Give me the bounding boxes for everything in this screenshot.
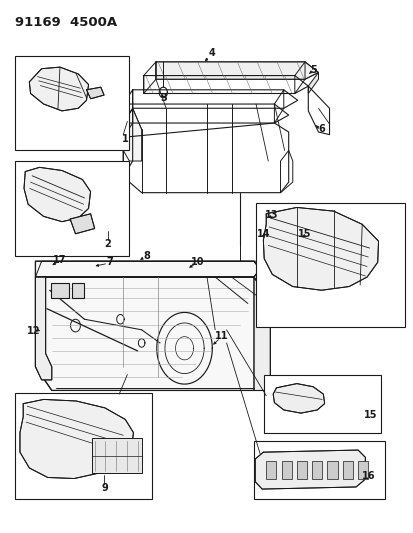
Text: 3: 3 bbox=[159, 93, 166, 103]
Polygon shape bbox=[70, 214, 95, 234]
Text: 2: 2 bbox=[104, 239, 111, 249]
Polygon shape bbox=[357, 461, 368, 479]
Text: 10: 10 bbox=[191, 257, 204, 267]
Bar bbox=[51, 284, 69, 298]
Text: 91169  4500A: 91169 4500A bbox=[15, 16, 117, 29]
Text: 17: 17 bbox=[53, 255, 66, 265]
Text: 9: 9 bbox=[101, 483, 108, 493]
Polygon shape bbox=[311, 461, 322, 479]
Polygon shape bbox=[86, 87, 104, 99]
Polygon shape bbox=[266, 461, 276, 479]
Text: 13: 13 bbox=[264, 210, 278, 220]
Text: 15: 15 bbox=[297, 229, 311, 239]
Bar bbox=[15, 393, 152, 498]
Polygon shape bbox=[281, 461, 291, 479]
Polygon shape bbox=[342, 461, 352, 479]
Bar bbox=[255, 203, 404, 327]
Polygon shape bbox=[263, 207, 377, 290]
Text: 14: 14 bbox=[257, 229, 270, 239]
Text: 6: 6 bbox=[318, 124, 325, 134]
Bar bbox=[15, 161, 129, 256]
Text: 16: 16 bbox=[361, 471, 374, 481]
Polygon shape bbox=[36, 261, 259, 277]
Bar bbox=[92, 438, 141, 473]
Text: 11: 11 bbox=[215, 331, 228, 341]
Text: 4: 4 bbox=[208, 48, 215, 58]
Polygon shape bbox=[24, 167, 90, 222]
Bar bbox=[72, 284, 84, 298]
Polygon shape bbox=[36, 277, 52, 380]
Polygon shape bbox=[253, 277, 270, 391]
Polygon shape bbox=[254, 450, 365, 489]
Polygon shape bbox=[29, 67, 88, 111]
Polygon shape bbox=[273, 384, 324, 413]
Text: 12: 12 bbox=[26, 326, 40, 336]
Bar bbox=[15, 55, 129, 150]
Text: 15: 15 bbox=[363, 410, 376, 420]
Polygon shape bbox=[327, 461, 337, 479]
Text: 7: 7 bbox=[106, 257, 113, 267]
Polygon shape bbox=[308, 72, 318, 93]
Polygon shape bbox=[36, 277, 270, 391]
Polygon shape bbox=[123, 108, 141, 161]
Polygon shape bbox=[296, 461, 306, 479]
Text: 5: 5 bbox=[309, 65, 316, 75]
Text: 8: 8 bbox=[143, 251, 150, 261]
Polygon shape bbox=[20, 399, 133, 479]
Bar bbox=[263, 375, 380, 433]
Text: 1: 1 bbox=[122, 134, 128, 144]
Polygon shape bbox=[156, 62, 318, 79]
Bar bbox=[253, 441, 384, 498]
